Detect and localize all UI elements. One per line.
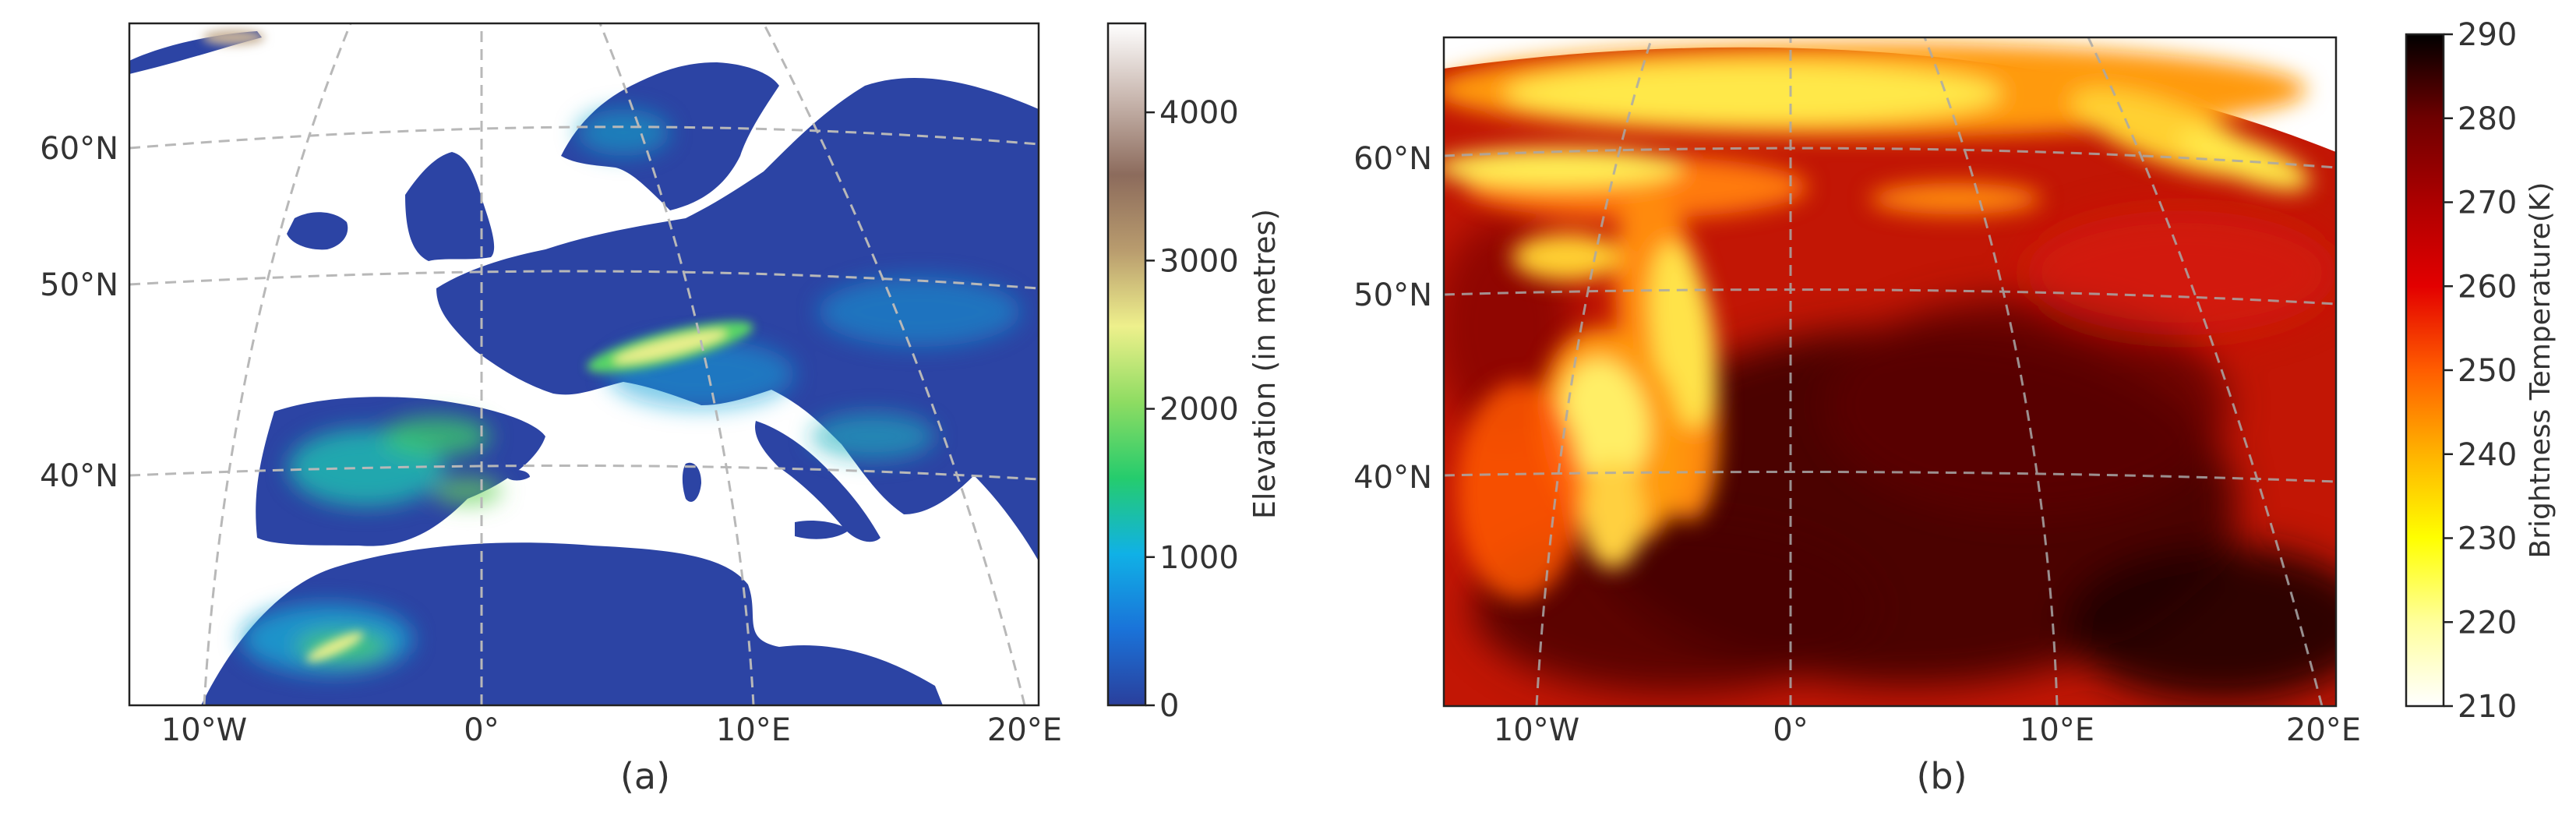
lon-tick-label: 0° bbox=[464, 712, 499, 748]
lat-tick-labels-a: 60°N 50°N 40°N bbox=[40, 131, 118, 494]
lon-tick-labels-b: 10°W 0° 10°E 20°E bbox=[1494, 712, 2361, 748]
colorbar-tick-label: 3000 bbox=[1159, 243, 1239, 279]
cloud-band bbox=[1444, 43, 2311, 600]
colorbar-tick-label: 220 bbox=[2458, 605, 2517, 641]
colorbar-ticks-a: 0 1000 2000 3000 4000 bbox=[1145, 95, 1239, 724]
cold-dark-regions bbox=[1444, 210, 2336, 701]
colorbar-tick-label: 250 bbox=[2458, 353, 2517, 389]
lat-tick-label: 50°N bbox=[40, 267, 118, 303]
lat-tick-label: 40°N bbox=[40, 458, 118, 494]
lon-tick-label: 10°E bbox=[716, 712, 791, 748]
lon-tick-label: 10°E bbox=[2020, 712, 2094, 748]
map-b-frame bbox=[1442, 36, 2338, 708]
colorbar-tick-label: 260 bbox=[2458, 269, 2517, 305]
lat-tick-label: 60°N bbox=[40, 131, 118, 167]
lat-tick-label: 50°N bbox=[1353, 277, 1432, 313]
elevation-highlands bbox=[242, 109, 1021, 674]
graticule-b bbox=[1444, 37, 2336, 706]
colorbar-tick-label: 270 bbox=[2458, 185, 2517, 221]
map-a-frame bbox=[128, 22, 1040, 707]
colorbar-tick-label: 280 bbox=[2458, 101, 2517, 137]
panel-b-brightness-map: 60°N 50°N 40°N 10°W 0° 10°E 20°E (b) 210 220 23… bbox=[1353, 17, 2557, 797]
colorbar-tick-label: 4000 bbox=[1159, 95, 1239, 131]
colorbar-elevation bbox=[1106, 22, 1147, 707]
colorbar-brightness bbox=[2405, 33, 2445, 708]
colorbar-tick-label: 240 bbox=[2458, 437, 2517, 473]
graticule-a bbox=[129, 23, 1039, 705]
lon-tick-label: 10°W bbox=[161, 712, 247, 748]
colorbar-tick-label: 2000 bbox=[1159, 392, 1239, 428]
colorbar-tick-label: 1000 bbox=[1159, 540, 1239, 576]
colorbar-tick-label: 290 bbox=[2458, 17, 2517, 53]
map-a-area bbox=[129, 23, 1039, 705]
panel-caption-b: (b) bbox=[1916, 755, 1967, 797]
colorbar-ticks-b: 210 220 230 240 250 260 270 280 290 bbox=[2444, 17, 2517, 725]
lon-tick-label: 0° bbox=[1773, 712, 1808, 748]
lon-tick-label: 20°E bbox=[2286, 712, 2361, 748]
map-b-area bbox=[1444, 37, 2336, 706]
lat-tick-labels-b: 60°N 50°N 40°N bbox=[1353, 141, 1432, 496]
colorbar-tick-label: 0 bbox=[1159, 688, 1179, 724]
colorbar-label-a: Elevation (in metres) bbox=[1247, 209, 1282, 519]
lon-tick-label: 10°W bbox=[1494, 712, 1579, 748]
lat-tick-label: 60°N bbox=[1353, 141, 1432, 177]
lon-tick-labels-a: 10°W 0° 10°E 20°E bbox=[161, 712, 1062, 748]
lat-tick-label: 40°N bbox=[1353, 460, 1432, 496]
panel-a-elevation-map: 60°N 50°N 40°N 10°W 0° 10°E 20°E (a) 0 1000 200… bbox=[40, 22, 1282, 797]
colorbar-label-b: Brightness Temperature(K) bbox=[2525, 182, 2557, 559]
panel-caption-a: (a) bbox=[620, 755, 670, 797]
colorbar-tick-label: 210 bbox=[2458, 689, 2517, 725]
colorbar-tick-label: 230 bbox=[2458, 521, 2517, 557]
lon-tick-label: 20°E bbox=[987, 712, 1062, 748]
alps-ridge bbox=[203, 30, 753, 662]
